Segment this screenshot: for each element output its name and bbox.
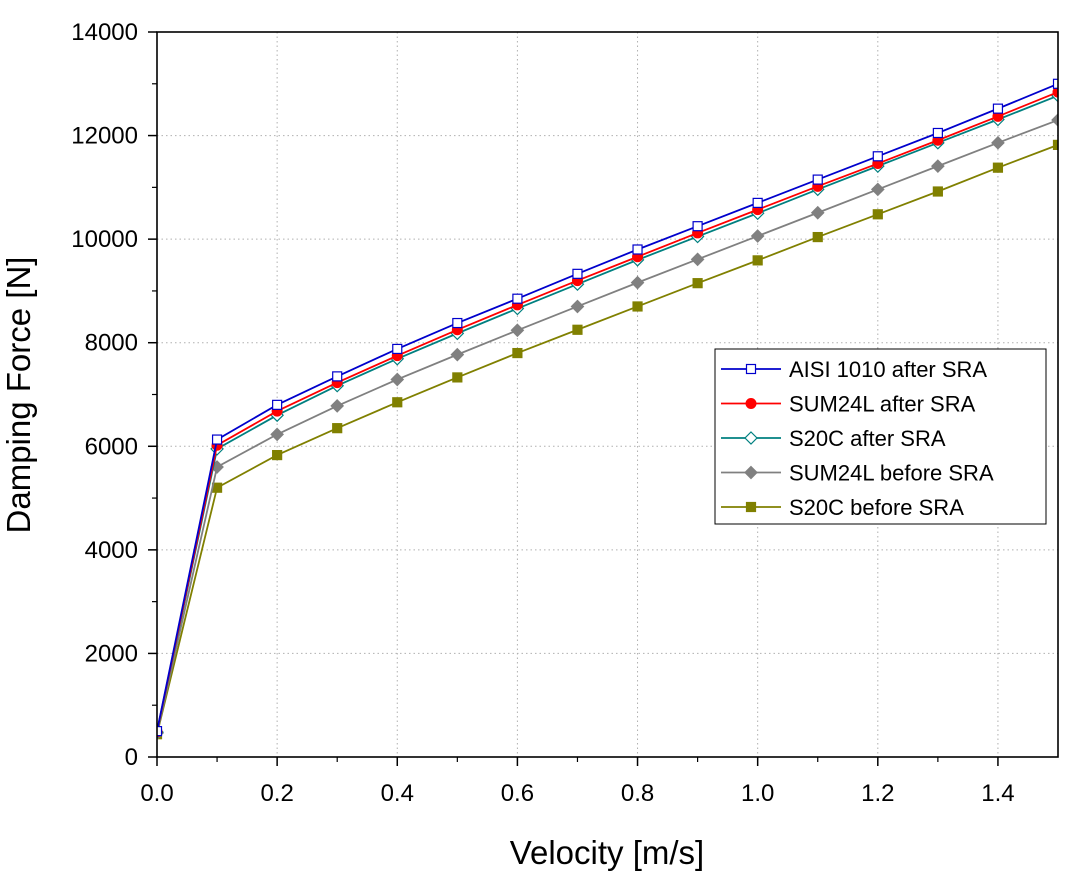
- series-line: [157, 91, 1058, 732]
- data-point: [690, 252, 705, 267]
- data-point: [692, 278, 703, 289]
- x-tick-label: 0.0: [140, 780, 173, 807]
- data-point: [991, 135, 1005, 150]
- legend-label: S20C before SRA: [789, 495, 964, 520]
- legend: AISI 1010 after SRA SUM24L after SRA S20C …: [714, 348, 1047, 525]
- x-axis-title: Velocity [m/s]: [510, 834, 704, 871]
- x-tick-label: 0.6: [501, 780, 534, 807]
- data-point: [992, 162, 1004, 173]
- x-tick-label: 1.4: [981, 780, 1014, 807]
- x-tick-label: 0.8: [621, 780, 654, 807]
- y-tick-label: 0: [125, 744, 138, 771]
- data-point: [932, 127, 943, 139]
- x-tick-label: 1.0: [741, 780, 774, 807]
- legend-label: S20C after SRA: [789, 426, 946, 451]
- data-point: [570, 299, 585, 314]
- y-tick-label: 14000: [71, 19, 138, 46]
- series-line: [157, 94, 1058, 733]
- x-tick-label: 0.4: [381, 780, 414, 807]
- legend-marker: [744, 465, 758, 480]
- legend-entry: SUM24L before SRA: [721, 461, 994, 486]
- legend-label: SUM24L after SRA: [789, 392, 976, 417]
- y-tick-label: 2000: [85, 640, 138, 667]
- data-point: [1052, 86, 1058, 98]
- data-point: [692, 221, 703, 232]
- legend-marker: [745, 501, 757, 513]
- data-point: [810, 205, 825, 220]
- data-point: [572, 324, 583, 335]
- data-point: [992, 103, 1004, 114]
- data-point: [1051, 113, 1058, 127]
- data-point: [872, 209, 883, 220]
- y-tick-label: 4000: [85, 537, 138, 564]
- data-point: [272, 399, 283, 410]
- data-point: [870, 182, 885, 197]
- data-point: [392, 343, 403, 355]
- grid-lines: [157, 32, 1058, 757]
- y-tick-label: 10000: [71, 226, 138, 253]
- data-point: [632, 301, 643, 312]
- legend-label: AISI 1010 after SRA: [789, 357, 987, 382]
- data-point: [272, 449, 283, 461]
- legend-marker: [745, 398, 757, 409]
- series-4: [157, 139, 1058, 740]
- data-point: [572, 268, 583, 279]
- legend-marker: [745, 363, 757, 375]
- axis-ticks: 0.0 0.2 0.4 0.6 0.8 1.0 1.2 1.4 0 2000 4000 6000 800…: [71, 19, 1014, 807]
- legend-marker: [744, 431, 758, 445]
- legend-label: SUM24L before SRA: [789, 461, 994, 486]
- legend-entry: S20C after SRA: [721, 426, 946, 451]
- series-3: [157, 113, 1058, 741]
- data-point: [632, 244, 643, 255]
- series-0: [157, 78, 1058, 737]
- data-point: [450, 347, 465, 362]
- x-tick-label: 1.2: [861, 780, 894, 807]
- data-point: [932, 186, 943, 197]
- legend-entry: S20C before SRA: [721, 495, 964, 520]
- data-point: [812, 231, 823, 243]
- data-point: [452, 317, 463, 329]
- x-tick-label: 0.2: [260, 780, 293, 807]
- data-point: [752, 255, 763, 266]
- data-point: [812, 174, 823, 185]
- data-point: [452, 372, 463, 383]
- data-point: [510, 323, 525, 338]
- y-tick-label: 8000: [85, 330, 138, 357]
- data-point: [390, 372, 405, 387]
- y-tick-label: 12000: [71, 123, 138, 150]
- data-point: [330, 399, 345, 413]
- data-point: [872, 151, 883, 162]
- data-point: [270, 427, 284, 442]
- data-point: [1052, 139, 1058, 150]
- series-line: [157, 144, 1058, 735]
- data-point: [512, 293, 523, 304]
- legend-entry: AISI 1010 after SRA: [721, 357, 987, 382]
- data-point: [512, 347, 523, 359]
- data-point: [392, 397, 403, 408]
- legend-box: [714, 348, 1047, 525]
- y-tick-label: 6000: [85, 433, 138, 460]
- legend-entry: SUM24L after SRA: [721, 392, 976, 417]
- data-point: [752, 197, 763, 208]
- data-point: [332, 371, 343, 382]
- series-line: [157, 82, 1058, 732]
- data-point: [211, 434, 223, 445]
- data-point: [630, 275, 645, 290]
- series-layer: [157, 78, 1058, 741]
- y-axis-title: Damping Force [N]: [0, 257, 37, 534]
- data-point: [931, 159, 945, 173]
- data-point: [750, 229, 765, 243]
- data-point: [332, 423, 343, 434]
- series-line: [157, 119, 1058, 734]
- data-point: [1052, 78, 1058, 89]
- data-point: [157, 726, 163, 737]
